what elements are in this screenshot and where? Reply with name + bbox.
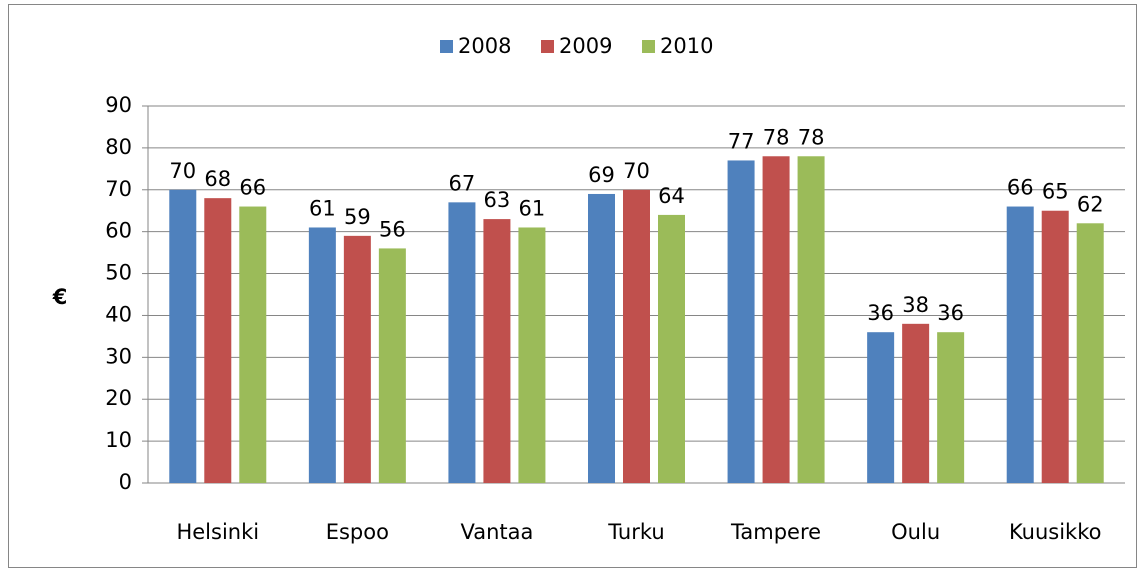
y-tick-label: 90 (105, 93, 132, 117)
data-label: 64 (658, 184, 685, 208)
y-axis-label: € (52, 285, 68, 309)
x-tick-label: Espoo (326, 520, 389, 544)
bar (239, 206, 267, 484)
y-tick-label: 80 (105, 135, 132, 159)
bar (623, 189, 650, 483)
bar (797, 156, 825, 483)
data-label: 78 (798, 125, 825, 149)
data-label: 62 (1077, 192, 1104, 216)
bar (1076, 223, 1104, 484)
data-label: 36 (867, 301, 894, 325)
bar (448, 202, 476, 483)
bar (518, 227, 546, 483)
legend-label: 2008 (458, 34, 511, 58)
bar (483, 219, 511, 483)
bar (658, 214, 685, 483)
x-tick-label: Tampere (730, 520, 821, 544)
y-tick-label: 20 (105, 386, 132, 410)
data-label: 61 (309, 196, 336, 220)
data-label: 78 (763, 125, 790, 149)
bar (867, 332, 895, 483)
data-label: 67 (449, 171, 476, 195)
data-label: 66 (1007, 176, 1034, 200)
data-label: 63 (484, 188, 511, 212)
y-tick-label: 50 (105, 261, 132, 285)
bar (308, 227, 336, 483)
legend-swatch (440, 40, 453, 53)
data-label: 61 (519, 196, 546, 220)
bar (343, 235, 371, 483)
data-label: 36 (937, 301, 964, 325)
data-label: 70 (623, 159, 650, 183)
bar (588, 193, 615, 483)
y-tick-label: 70 (105, 177, 132, 201)
bar (937, 332, 965, 483)
x-tick-label: Turku (607, 520, 664, 544)
x-tick-label: Oulu (891, 520, 940, 544)
data-label: 69 (588, 163, 615, 187)
y-tick-label: 30 (105, 344, 132, 368)
bar (727, 160, 755, 483)
y-tick-label: 10 (105, 428, 132, 452)
data-label: 66 (239, 176, 266, 200)
y-tick-label: 40 (105, 302, 132, 326)
data-label: 59 (344, 205, 371, 229)
bar (1006, 206, 1034, 484)
x-tick-label: Vantaa (460, 520, 533, 544)
data-label: 77 (728, 129, 755, 153)
bar (378, 248, 406, 483)
legend-swatch (642, 40, 655, 53)
legend-swatch (541, 40, 554, 53)
bar (1041, 210, 1069, 483)
data-label: 56 (379, 217, 406, 241)
bar (204, 198, 232, 483)
data-label: 68 (204, 167, 231, 191)
bar (762, 156, 790, 483)
bar (902, 323, 930, 483)
legend-label: 2009 (559, 34, 612, 58)
bar (169, 189, 197, 483)
y-tick-label: 0 (119, 470, 132, 494)
data-label: 38 (902, 293, 929, 317)
y-tick-label: 60 (105, 219, 132, 243)
data-label: 70 (169, 159, 196, 183)
legend-label: 2010 (660, 34, 713, 58)
data-label: 65 (1042, 180, 1069, 204)
x-tick-label: Helsinki (176, 520, 259, 544)
x-tick-label: Kuusikko (1009, 520, 1102, 544)
